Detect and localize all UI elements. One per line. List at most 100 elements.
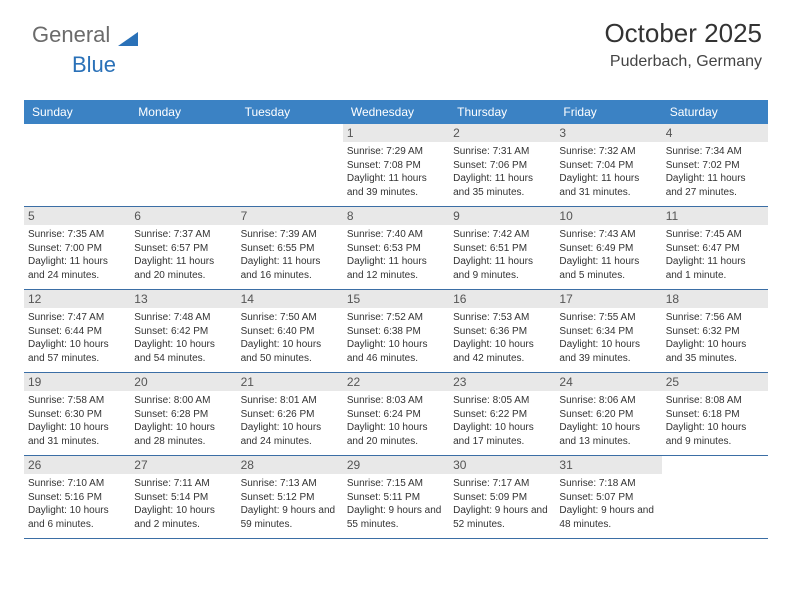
sunset-text: Sunset: 6:53 PM [347, 242, 445, 256]
calendar-day: 7Sunrise: 7:39 AMSunset: 6:55 PMDaylight… [237, 207, 343, 289]
calendar-week: 26 Sunrise: 7:10 AMSunset: 5:16 PM Dayligh… [24, 456, 768, 539]
daylight-text: Daylight: 9 hours and 48 minutes. [559, 504, 657, 531]
location-label: Puderbach, Germany [604, 53, 762, 71]
day-label: Saturday [662, 100, 768, 124]
sunrise-text: Sunrise: 8:08 AM [666, 394, 764, 408]
day-number: 3 [555, 124, 661, 142]
day-number: 15 [343, 290, 449, 308]
day-number: 26 [24, 456, 130, 474]
day-label: Tuesday [237, 100, 343, 124]
daylight-text: Daylight: 10 hours and 24 minutes. [241, 421, 339, 448]
sunrise-text: Sunrise: 7:10 AM [28, 477, 126, 491]
calendar-day [237, 124, 343, 206]
calendar-day: 3Sunrise: 7:32 AMSunset: 7:04 PMDaylight… [555, 124, 661, 206]
sunrise-text: Sunrise: 7:15 AM [347, 477, 445, 491]
logo-triangle-icon [118, 26, 138, 52]
sunrise-text: Sunrise: 7:29 AM [347, 145, 445, 159]
sunrise-text: Sunrise: 7:18 AM [559, 477, 657, 491]
day-number: 4 [662, 124, 768, 142]
calendar-day: 13Sunrise: 7:48 AMSunset: 6:42 PMDayligh… [130, 290, 236, 372]
daylight-text: Daylight: 11 hours and 39 minutes. [347, 172, 445, 199]
calendar-day: 16Sunrise: 7:53 AMSunset: 6:36 PMDayligh… [449, 290, 555, 372]
day-number: 11 [662, 207, 768, 225]
daylight-text: Daylight: 11 hours and 27 minutes. [666, 172, 764, 199]
sunset-text: Sunset: 6:42 PM [134, 325, 232, 339]
sunrise-text: Sunrise: 7:40 AM [347, 228, 445, 242]
sunset-text: Sunset: 6:36 PM [453, 325, 551, 339]
day-label: Wednesday [343, 100, 449, 124]
calendar: Sunday Monday Tuesday Wednesday Thursday… [24, 100, 768, 539]
sunset-text: Sunset: 6:51 PM [453, 242, 551, 256]
calendar-day: 4Sunrise: 7:34 AMSunset: 7:02 PMDaylight… [662, 124, 768, 206]
sunrise-text: Sunrise: 7:17 AM [453, 477, 551, 491]
day-number: 8 [343, 207, 449, 225]
day-number: 19 [24, 373, 130, 391]
calendar-day: 6Sunrise: 7:37 AMSunset: 6:57 PMDaylight… [130, 207, 236, 289]
sunrise-text: Sunrise: 7:35 AM [28, 228, 126, 242]
sunrise-text: Sunrise: 7:32 AM [559, 145, 657, 159]
sunrise-text: Sunrise: 7:11 AM [134, 477, 232, 491]
calendar-day: 24Sunrise: 8:06 AMSunset: 6:20 PMDayligh… [555, 373, 661, 455]
calendar-day: 27Sunrise: 7:11 AMSunset: 5:14 PMDayligh… [130, 456, 236, 538]
sunrise-text: Sunrise: 8:00 AM [134, 394, 232, 408]
day-number: 23 [449, 373, 555, 391]
daylight-text: Daylight: 11 hours and 9 minutes. [453, 255, 551, 282]
day-number: 24 [555, 373, 661, 391]
daylight-text: Daylight: 10 hours and 46 minutes. [347, 338, 445, 365]
sunset-text: Sunset: 5:16 PM [28, 491, 126, 505]
sunset-text: Sunset: 7:00 PM [28, 242, 126, 256]
sunset-text: Sunset: 6:38 PM [347, 325, 445, 339]
daylight-text: Daylight: 10 hours and 9 minutes. [666, 421, 764, 448]
daylight-text: Daylight: 9 hours and 59 minutes. [241, 504, 339, 531]
calendar-day [662, 456, 768, 538]
sunset-text: Sunset: 6:22 PM [453, 408, 551, 422]
daylight-text: Daylight: 10 hours and 35 minutes. [666, 338, 764, 365]
calendar-day: 23Sunrise: 8:05 AMSunset: 6:22 PMDayligh… [449, 373, 555, 455]
day-number: 21 [237, 373, 343, 391]
calendar-day: 31Sunrise: 7:18 AMSunset: 5:07 PMDayligh… [555, 456, 661, 538]
calendar-day: 19Sunrise: 7:58 AMSunset: 6:30 PMDayligh… [24, 373, 130, 455]
day-label: Monday [130, 100, 236, 124]
day-number: 5 [24, 207, 130, 225]
sunset-text: Sunset: 5:07 PM [559, 491, 657, 505]
sunset-text: Sunset: 6:40 PM [241, 325, 339, 339]
sunrise-text: Sunrise: 7:48 AM [134, 311, 232, 325]
day-number: 6 [130, 207, 236, 225]
sunset-text: Sunset: 7:02 PM [666, 159, 764, 173]
sunrise-text: Sunrise: 7:58 AM [28, 394, 126, 408]
calendar-day: 8 Sunrise: 7:40 AMSunset: 6:53 PMDaylight… [343, 207, 449, 289]
daylight-text: Daylight: 10 hours and 2 minutes. [134, 504, 232, 531]
calendar-day: 29Sunrise: 7:15 AMSunset: 5:11 PMDayligh… [343, 456, 449, 538]
calendar-day: 20Sunrise: 8:00 AMSunset: 6:28 PMDayligh… [130, 373, 236, 455]
sunset-text: Sunset: 6:44 PM [28, 325, 126, 339]
calendar-day: 25Sunrise: 8:08 AMSunset: 6:18 PMDayligh… [662, 373, 768, 455]
calendar-day: 30Sunrise: 7:17 AMSunset: 5:09 PMDayligh… [449, 456, 555, 538]
day-number: 10 [555, 207, 661, 225]
day-number: 17 [555, 290, 661, 308]
calendar-day: 15Sunrise: 7:52 AMSunset: 6:38 PMDayligh… [343, 290, 449, 372]
sunrise-text: Sunrise: 7:47 AM [28, 311, 126, 325]
daylight-text: Daylight: 10 hours and 28 minutes. [134, 421, 232, 448]
calendar-day: 5Sunrise: 7:35 AMSunset: 7:00 PMDaylight… [24, 207, 130, 289]
calendar-week: 1Sunrise: 7:29 AMSunset: 7:08 PMDaylight… [24, 124, 768, 207]
day-label: Friday [555, 100, 661, 124]
calendar-day: 28Sunrise: 7:13 AMSunset: 5:12 PMDayligh… [237, 456, 343, 538]
daylight-text: Daylight: 11 hours and 12 minutes. [347, 255, 445, 282]
daylight-text: Daylight: 10 hours and 17 minutes. [453, 421, 551, 448]
sunrise-text: Sunrise: 8:06 AM [559, 394, 657, 408]
day-number: 2 [449, 124, 555, 142]
daylight-text: Daylight: 11 hours and 35 minutes. [453, 172, 551, 199]
calendar-day: 14Sunrise: 7:50 AMSunset: 6:40 PMDayligh… [237, 290, 343, 372]
daylight-text: Daylight: 10 hours and 57 minutes. [28, 338, 126, 365]
sunset-text: Sunset: 6:24 PM [347, 408, 445, 422]
day-number [237, 124, 343, 128]
calendar-day: 21Sunrise: 8:01 AMSunset: 6:26 PMDayligh… [237, 373, 343, 455]
calendar-week: 12Sunrise: 7:47 AMSunset: 6:44 PMDayligh… [24, 290, 768, 373]
sunset-text: Sunset: 6:55 PM [241, 242, 339, 256]
day-number: 12 [24, 290, 130, 308]
daylight-text: Daylight: 10 hours and 39 minutes. [559, 338, 657, 365]
logo: General Blue [32, 22, 138, 78]
calendar-day [130, 124, 236, 206]
daylight-text: Daylight: 10 hours and 13 minutes. [559, 421, 657, 448]
day-number: 27 [130, 456, 236, 474]
